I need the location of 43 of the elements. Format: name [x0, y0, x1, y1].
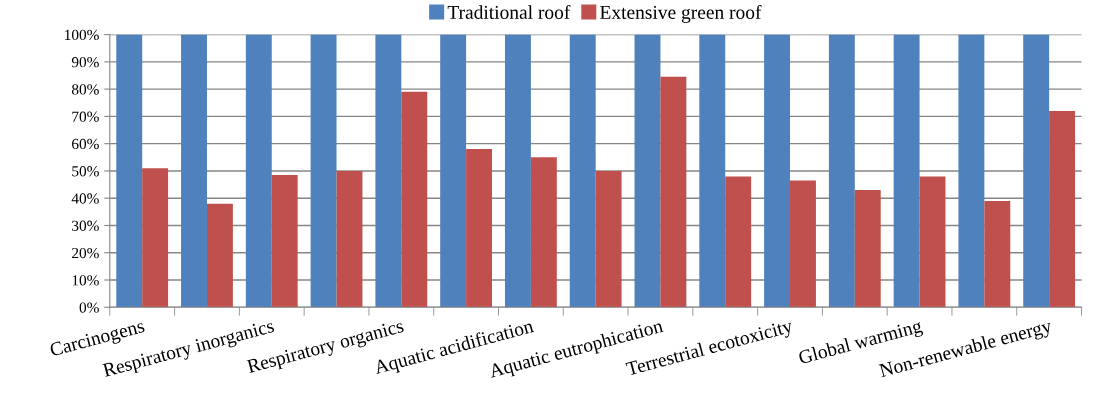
legend-label: Traditional roof: [447, 5, 571, 19]
y-tick-label: 80%: [71, 84, 99, 95]
bar: [699, 34, 726, 308]
bar: [271, 175, 298, 308]
y-tick-label: 90%: [71, 57, 99, 68]
y-tick-label: 10%: [72, 275, 99, 286]
bar: [764, 34, 791, 308]
bar: [569, 34, 596, 308]
y-tick-label: 50%: [72, 166, 99, 177]
bar: [440, 34, 467, 308]
y-tick-label: 20%: [72, 247, 99, 259]
y-tick-label: 60%: [72, 138, 99, 150]
bar: [181, 34, 207, 308]
bar: [206, 203, 233, 308]
bar: [595, 170, 622, 308]
bar: [310, 34, 337, 308]
bar: [504, 34, 531, 308]
legend-label: Extensive green roof: [600, 5, 762, 23]
bar: [958, 34, 985, 308]
y-tick-label: 100%: [65, 29, 99, 41]
bar: [660, 76, 687, 308]
bar: [1023, 34, 1050, 308]
bar: [790, 180, 816, 308]
bar: [919, 176, 946, 308]
bar: [142, 168, 169, 308]
bar: [245, 34, 272, 308]
bar: [530, 157, 557, 308]
bar: [634, 34, 661, 308]
bar: [984, 200, 1011, 308]
bar: [893, 34, 920, 308]
bar: [336, 170, 363, 308]
y-tick-label: 30%: [72, 220, 99, 231]
y-tick-label: 40%: [71, 193, 99, 204]
bar: [854, 190, 881, 308]
bar: [116, 34, 143, 308]
bar: [1049, 110, 1076, 308]
bar: [725, 176, 752, 308]
y-tick-label: 70%: [72, 111, 99, 122]
bar: [375, 34, 402, 308]
y-tick-label: 0%: [79, 302, 99, 313]
bar: [828, 34, 855, 308]
bar: [466, 149, 493, 308]
bar: [401, 91, 428, 308]
